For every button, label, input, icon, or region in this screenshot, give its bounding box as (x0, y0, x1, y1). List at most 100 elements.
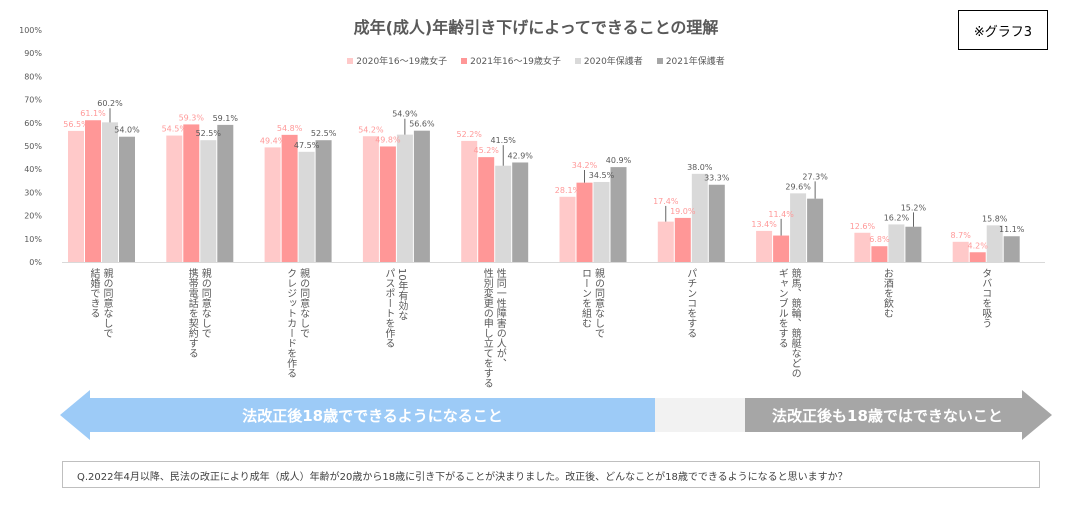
data-label: 54.5% (162, 125, 188, 134)
category-label-line: ギャンブルをする (776, 268, 788, 348)
legend-swatch (656, 57, 663, 64)
legend-item: 2021年保護者 (656, 54, 725, 67)
category-label: 性同一性障害の人が、 性別変更の申し立てをする (480, 268, 506, 388)
category-label-line: 携帯電話を契約する (186, 268, 198, 358)
data-label: 40.9% (606, 156, 632, 165)
category-label: タバコを吸う (979, 268, 992, 388)
right-arrow-label: 法改正後も18歳ではできないこと (772, 406, 1003, 425)
data-label: 34.2% (572, 161, 598, 170)
bar (576, 182, 593, 262)
data-label: 38.0% (687, 163, 713, 172)
legend-item: 2020年16～19歳女子 (347, 54, 447, 67)
y-tick-label: 60% (24, 119, 42, 128)
category-label: 親の同意なしで 携帯電話を契約する (185, 268, 211, 388)
legend-swatch (347, 57, 354, 64)
bar (969, 252, 986, 262)
y-tick-label: 0% (29, 258, 42, 267)
bar (478, 157, 495, 262)
data-label: 27.3% (802, 172, 828, 181)
category-label-line: パスポートを作る (382, 268, 394, 348)
data-label: 45.2% (473, 146, 499, 155)
bar (773, 235, 790, 262)
data-label: 15.2% (901, 203, 927, 212)
bar (807, 198, 824, 262)
data-label: 54.8% (277, 124, 303, 133)
data-label: 33.3% (704, 174, 730, 183)
bar (952, 241, 969, 262)
category-label-line: 10年有効な (395, 268, 407, 321)
right-arrow (745, 390, 1052, 440)
category-label-line: クレジットカードを作る (284, 268, 296, 378)
range-arrows: 法改正後18歳でできるようになること 法改正後も18歳ではできないこと (60, 390, 1052, 440)
left-arrow-label: 法改正後18歳でできるようになること (242, 406, 503, 425)
y-tick-label: 100% (19, 26, 42, 35)
legend-item: 2020年保護者 (574, 54, 643, 67)
bar (888, 224, 905, 262)
y-tick-label: 80% (24, 72, 42, 81)
bar (708, 184, 725, 262)
bar (905, 226, 922, 262)
data-label: 13.4% (751, 220, 777, 229)
data-label: 16.2% (884, 213, 910, 222)
category-label: 10年有効な パスポートを作る (382, 268, 408, 388)
legend-item: 2021年16～19歳女子 (461, 54, 561, 67)
data-label: 34.5% (589, 171, 615, 180)
category-label: 競馬、競輪、競艇などの ギャンブルをする (775, 268, 801, 388)
category-label-line: タバコを吸う (979, 268, 991, 328)
category-label-line: 結婚できる (88, 268, 99, 318)
data-label: 4.2% (968, 241, 989, 250)
category-label-line: ローンを組む (579, 268, 591, 328)
bar-chart: 0% 10% 20% 30% 40% 50% 60% 70% 80% 90% 100% 56.5% 61… (19, 26, 1045, 267)
bar (790, 193, 807, 262)
bar (217, 124, 234, 262)
data-label: 59.3% (179, 113, 205, 122)
y-tick-label: 50% (24, 142, 42, 151)
data-label: 52.5% (196, 129, 222, 138)
bar (166, 135, 183, 262)
category-label-line: 性別変更の申し立てをする (481, 268, 493, 388)
legend-swatch (461, 57, 468, 64)
bar (610, 167, 627, 262)
bar (986, 225, 1003, 262)
bar (756, 230, 773, 262)
y-tick-label: 20% (24, 212, 42, 221)
bar (102, 122, 118, 262)
category-label-line: 親の同意なしで (297, 268, 309, 338)
bar (379, 146, 396, 262)
bar (298, 151, 315, 262)
data-label: 29.6% (785, 182, 811, 191)
category-label-line: お酒を飲む (881, 268, 893, 318)
data-label: 41.5% (490, 136, 516, 145)
arrow-gap (655, 398, 745, 432)
data-label: 11.1% (999, 225, 1025, 234)
bar (512, 162, 529, 262)
bar (593, 181, 610, 262)
data-label: 61.1% (80, 109, 106, 118)
legend-label: 2020年16～19歳女子 (356, 57, 448, 67)
bar (871, 246, 888, 262)
graph-number-badge: ※グラフ3 (958, 10, 1048, 50)
y-tick-label: 70% (24, 96, 42, 105)
bar (68, 130, 84, 262)
category-label-line: 競馬、競輪、競艇などの (789, 268, 801, 378)
data-label: 28.1% (555, 186, 581, 195)
data-label: 47.5% (294, 141, 320, 150)
legend-swatch (574, 57, 581, 64)
category-label-line: 親の同意なしで (199, 268, 211, 338)
bar (315, 140, 332, 262)
data-label: 56.6% (409, 120, 435, 129)
y-tick-label: 90% (24, 49, 42, 58)
data-label: 12.6% (850, 222, 876, 231)
arrow-shapes (60, 390, 1052, 440)
bar (183, 124, 200, 262)
data-label: 59.1% (213, 114, 239, 123)
bar (119, 136, 135, 262)
bar (362, 136, 379, 262)
bar (657, 221, 674, 262)
bar (1003, 236, 1020, 262)
legend-label: 2021年16～19歳女子 (470, 57, 561, 67)
bar (85, 120, 101, 262)
data-label: 52.2% (456, 130, 482, 139)
data-label: 52.5% (311, 129, 337, 138)
data-label: 8.7% (951, 231, 972, 240)
